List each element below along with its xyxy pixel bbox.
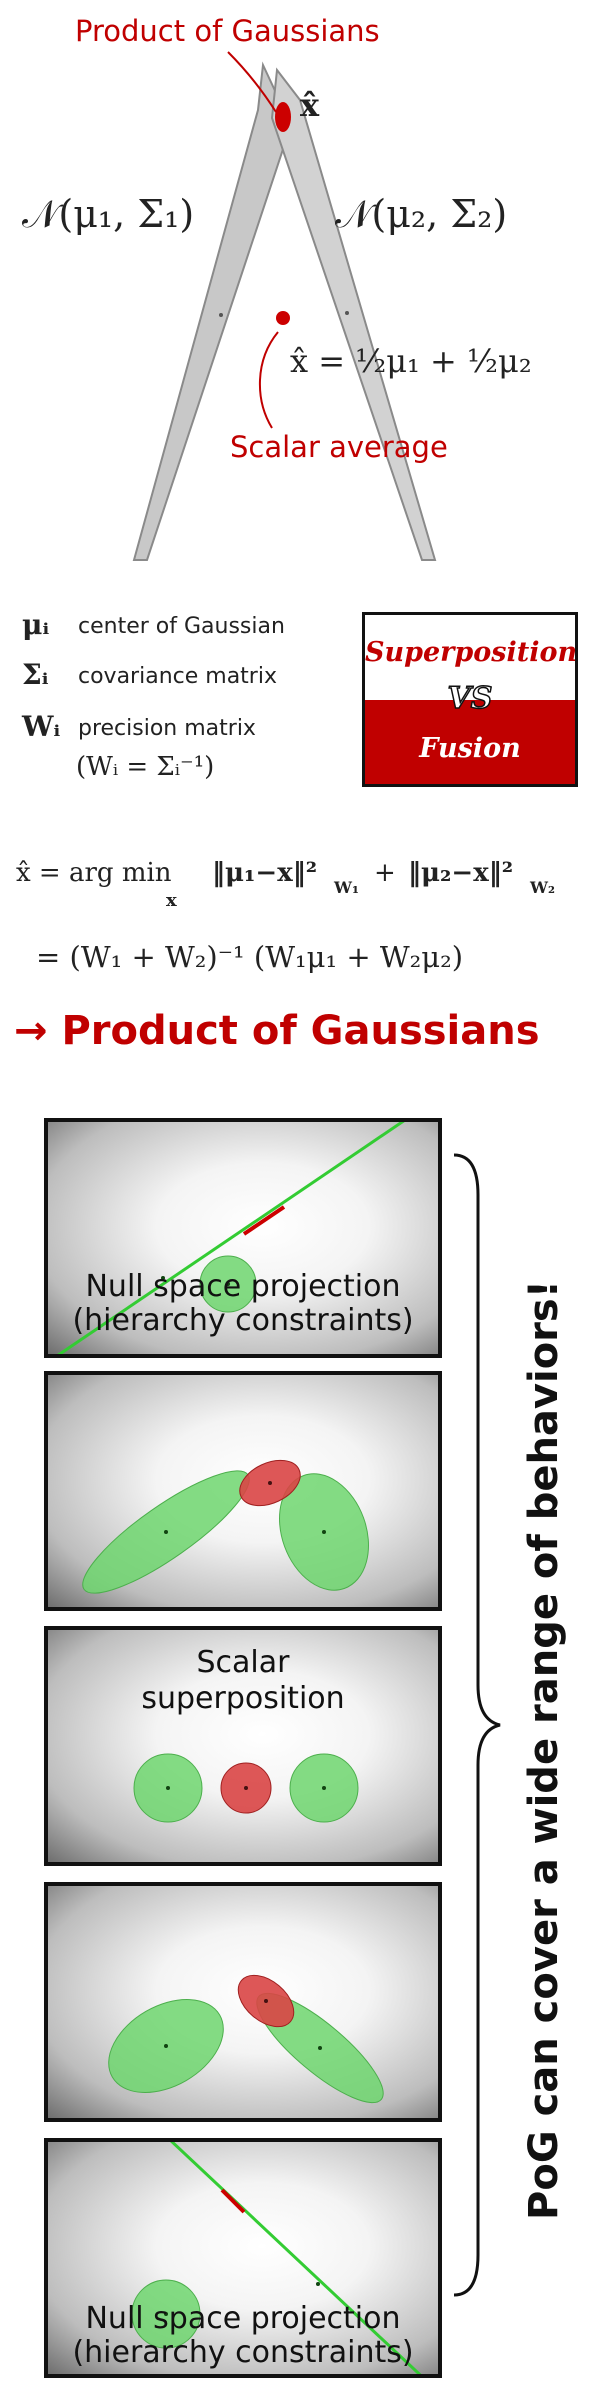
center-dot (161, 1276, 165, 1280)
panel-1-label-line1: Null space projection (85, 1269, 401, 1304)
panel-scalar-superposition: Scalar superposition (44, 1626, 442, 1866)
panel-1-svg (57, 1122, 405, 1354)
legend-text-mu: center of Gaussian (78, 614, 285, 639)
panel-anisotropic-2 (44, 1882, 442, 2122)
center-dot (322, 1530, 326, 1534)
center-dot (164, 2312, 168, 2316)
equation-line-1: x̂ = arg min x ‖μ₁−x‖² W₁ + ‖μ₂−x‖² W₂ (16, 858, 596, 928)
panel-anisotropic-1 (44, 1371, 442, 1611)
equation-1-lhs: x̂ = arg min (16, 858, 172, 888)
legend-row-mu: μᵢ (22, 608, 49, 641)
equation-1-term2-sub: W₂ (530, 878, 555, 897)
center-dot (164, 1530, 168, 1534)
side-caption-wrapper: PoG can cover a wide range of behaviors! (508, 1120, 580, 2380)
center-dot (244, 1786, 248, 1790)
superposition-vs-fusion-badge: Superposition VS Fusion (362, 612, 578, 787)
pog-pointer-line (227, 51, 277, 113)
constraint-line (57, 1122, 405, 1354)
right-curly-brace (453, 1153, 501, 2297)
center-dot (318, 2046, 322, 2050)
legend-row-sigma: Σᵢ (22, 658, 49, 691)
mu1-dot (219, 313, 223, 317)
gaussian-1-label: 𝒩(μ₁, Σ₁) (22, 192, 195, 236)
equation-1-term1: ‖μ₁−x‖² (212, 858, 318, 888)
center-dot (322, 1786, 326, 1790)
gaussian-1-shape (132, 61, 293, 561)
panel-3-svg (133, 1753, 359, 1823)
scalar-average-formula: x̂ = ½μ₁ + ½μ₂ (290, 342, 532, 380)
panel-3-label-line2: superposition (141, 1681, 345, 1716)
panel-5-label-line1: Null space projection (85, 2301, 401, 2336)
x-hat-label: x̂ (300, 86, 320, 124)
center-dot (268, 1481, 272, 1485)
badge-bottom-half (365, 700, 575, 784)
panel-3-label-line1: Scalar (196, 1645, 290, 1680)
equation-1-term2: ‖μ₂−x‖² (408, 858, 514, 888)
badge-bottom-text: Fusion (419, 733, 521, 764)
badge-top-half (365, 615, 575, 700)
badge-top-text: Superposition (365, 637, 578, 668)
pog-heading: → Product of Gaussians (14, 1008, 540, 1054)
pog-segment (242, 1205, 286, 1236)
legend-text-sigma: covariance matrix (78, 664, 277, 689)
gaussian-2-shape (270, 67, 437, 561)
pog-ellipse (275, 102, 291, 132)
scalar-pointer-line (258, 331, 279, 429)
center-dot (316, 2282, 320, 2286)
center-dot (264, 1999, 268, 2003)
precision-definition: (Wᵢ = Σᵢ⁻¹) (76, 752, 215, 782)
center-dot (226, 1282, 230, 1286)
panel-5-label-line2: (hierarchy constraints) (72, 2335, 414, 2370)
pog-segment (220, 2188, 246, 2214)
crossing-gaussians-svg (132, 51, 437, 561)
equation-1-plus: + (374, 858, 396, 888)
center-dot (166, 1786, 170, 1790)
panel-2-svg (82, 1459, 369, 1594)
panel-5-svg (131, 2142, 422, 2374)
pog-label: Product of Gaussians (75, 14, 380, 48)
constraint-line (170, 2142, 422, 2374)
scalar-average-label: Scalar average (230, 430, 448, 464)
center-dot (164, 2044, 168, 2048)
scalar-average-dot (276, 311, 290, 325)
panel-4-svg (108, 1974, 384, 2104)
mu2-dot (345, 311, 349, 315)
legend-text-w: precision matrix (78, 716, 256, 741)
mu-symbol: μᵢ (22, 608, 50, 641)
panel-null-space-1: Null space projection (hierarchy constra… (44, 1118, 442, 1358)
legend: μᵢ center of Gaussian Σᵢ covariance matr… (22, 604, 352, 804)
legend-row-w: Wᵢ (22, 710, 60, 743)
equation-1-term1-sub: W₁ (334, 878, 359, 897)
sigma-symbol: Σᵢ (22, 658, 49, 691)
panel-1-label-line2: (hierarchy constraints) (72, 1303, 414, 1338)
equation-1-argmin-sub: x (166, 890, 177, 911)
side-caption: PoG can cover a wide range of behaviors! (521, 1280, 567, 2220)
equation-line-2: = (W₁ + W₂)⁻¹ (W₁μ₁ + W₂μ₂) (36, 940, 464, 974)
w-symbol: Wᵢ (22, 710, 61, 743)
badge-vs-text: VS (447, 680, 493, 717)
panel-null-space-2: Null space projection (hierarchy constra… (44, 2138, 442, 2378)
top-diagram: Product of Gaussians x̂ 𝒩(μ₁, Σ₁) 𝒩(μ₂, … (0, 0, 600, 590)
gaussian-2-label: 𝒩(μ₂, Σ₂) (335, 192, 508, 236)
